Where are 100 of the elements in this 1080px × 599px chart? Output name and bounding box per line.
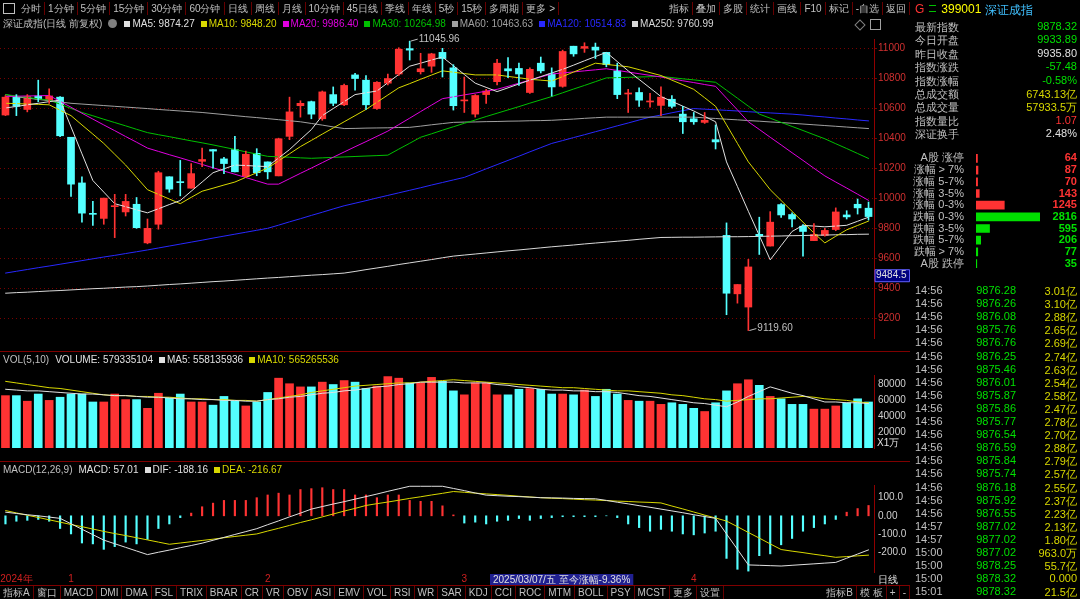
- text: 9876.54: [975, 428, 1016, 443]
- text: 2.57亿: [1043, 467, 1077, 483]
- chart-title: 深证成指(日线 前复权): [3, 18, 103, 29]
- category-label: DMI: [97, 586, 123, 599]
- category-label: 指标A: [0, 586, 34, 599]
- category-label: ROC: [515, 586, 546, 599]
- text: 9933.89: [1037, 33, 1077, 48]
- category-label: RSI: [390, 586, 415, 599]
- text: 指数涨幅: [915, 73, 959, 89]
- y-tick-label: 10200: [878, 161, 907, 173]
- text: 指数涨跌: [915, 60, 959, 76]
- category-label: EMV: [335, 586, 364, 599]
- text: 2.37亿: [1043, 494, 1077, 509]
- text: 9876.55: [975, 506, 1016, 521]
- y-tick-label: 10800: [878, 71, 907, 83]
- text: 963.0万: [1037, 546, 1077, 561]
- text: 0.000: [1048, 572, 1077, 585]
- category-label: BOLL: [574, 586, 608, 599]
- text: 14:56: [915, 349, 944, 364]
- y-axis-title: X1万: [877, 436, 900, 448]
- text: 指标B: [823, 586, 858, 599]
- text: G: [915, 2, 925, 18]
- text: 2.88亿: [1043, 310, 1077, 325]
- category-label: 45日线: [343, 1, 382, 15]
- text: 9875.84: [975, 454, 1016, 469]
- y-tick-label: 9800: [878, 222, 901, 234]
- category-label: WR: [414, 586, 439, 599]
- text: 57933.5万: [1026, 100, 1077, 116]
- text: 9876.25: [975, 349, 1016, 364]
- category-label: 窗口: [33, 586, 61, 599]
- text: 统计: [747, 1, 775, 15]
- category-label: 1分钟: [45, 1, 78, 15]
- category-label: TRIX: [177, 586, 207, 599]
- text: 2.74亿: [1043, 349, 1077, 365]
- text: 15:00: [915, 546, 944, 560]
- y-tick-label: 80000: [878, 378, 907, 390]
- category-label: CCI: [491, 586, 516, 599]
- text: 15:00: [915, 559, 944, 574]
- text: 9875.86: [975, 401, 1016, 416]
- text: 9877.02: [975, 532, 1016, 547]
- category-label: VOL: [363, 586, 391, 599]
- text: 9876.76: [975, 336, 1016, 351]
- category-label: PSY: [607, 586, 635, 599]
- text: 2.23亿: [1043, 507, 1077, 522]
- text: 昨日收盘: [915, 46, 959, 62]
- text: 2.54亿: [1043, 376, 1077, 391]
- category-label: BRAR: [206, 586, 242, 599]
- category-label: 月线: [278, 1, 306, 15]
- text: VOLUME: 579335104: [55, 354, 153, 365]
- text: 15:00: [915, 572, 944, 585]
- text: 1.07: [1055, 113, 1077, 128]
- y-tick-label: 9400: [878, 282, 901, 294]
- category-label: 更多: [669, 586, 697, 599]
- text: 2.70亿: [1043, 428, 1077, 443]
- text: 2.47亿: [1043, 402, 1077, 417]
- data-label: 77: [1064, 244, 1077, 257]
- text: 14:56: [915, 506, 944, 521]
- text: 21.5亿: [1043, 585, 1077, 599]
- y-tick-label: -100.0: [878, 527, 907, 539]
- y-tick-label: 跌幅 3-5%: [913, 221, 965, 234]
- category-label: 多周期: [486, 1, 524, 15]
- category-label: SAR: [438, 586, 466, 599]
- category-label: FSL: [151, 586, 178, 599]
- text: 14:56: [915, 375, 944, 390]
- category-label: 5秒: [435, 1, 459, 15]
- legend-label: MA5: 9874.27: [132, 18, 195, 29]
- data-label: 64: [1064, 151, 1078, 164]
- text: 指标: [666, 1, 694, 15]
- text: 今日开盘: [915, 33, 959, 49]
- annotation: 11045.96: [418, 32, 461, 44]
- category-label: 季线: [381, 1, 409, 15]
- y-tick-label: 60000: [878, 394, 907, 406]
- text: 9878.32: [1037, 20, 1077, 34]
- text: 15:01: [915, 585, 944, 599]
- x-tick-label: 2: [264, 572, 271, 584]
- text: 9875.76: [975, 323, 1016, 338]
- x-tick-label: 2024年: [0, 572, 33, 584]
- text: 9876.28: [975, 284, 1016, 298]
- text: 2025/03/07/五 至今涨幅-9.36%: [493, 573, 631, 585]
- text: 9875.74: [975, 467, 1016, 482]
- text: 2.13亿: [1043, 520, 1077, 535]
- text: 14:56: [915, 388, 944, 403]
- text: +: [886, 586, 900, 599]
- category-label: VR: [263, 586, 284, 599]
- text: 14:56: [915, 467, 944, 482]
- y-tick-label: 20000: [878, 425, 907, 437]
- text: 9875.87: [975, 388, 1016, 403]
- text: 14:56: [915, 336, 944, 351]
- text: 3.01亿: [1043, 284, 1077, 299]
- text: 画线: [774, 1, 802, 15]
- category-label: OBV: [283, 586, 313, 599]
- text: 9876.18: [975, 480, 1016, 495]
- text: 9877.02: [975, 519, 1016, 534]
- text: 2.65亿: [1043, 323, 1077, 338]
- category-label: 设置: [696, 586, 724, 599]
- data-label: 70: [1064, 174, 1077, 187]
- data-label: 595: [1058, 221, 1077, 234]
- legend-label: DEA: -216.67: [222, 464, 283, 475]
- data-label: 35: [1064, 256, 1077, 269]
- text: 深证成指: [985, 2, 1034, 19]
